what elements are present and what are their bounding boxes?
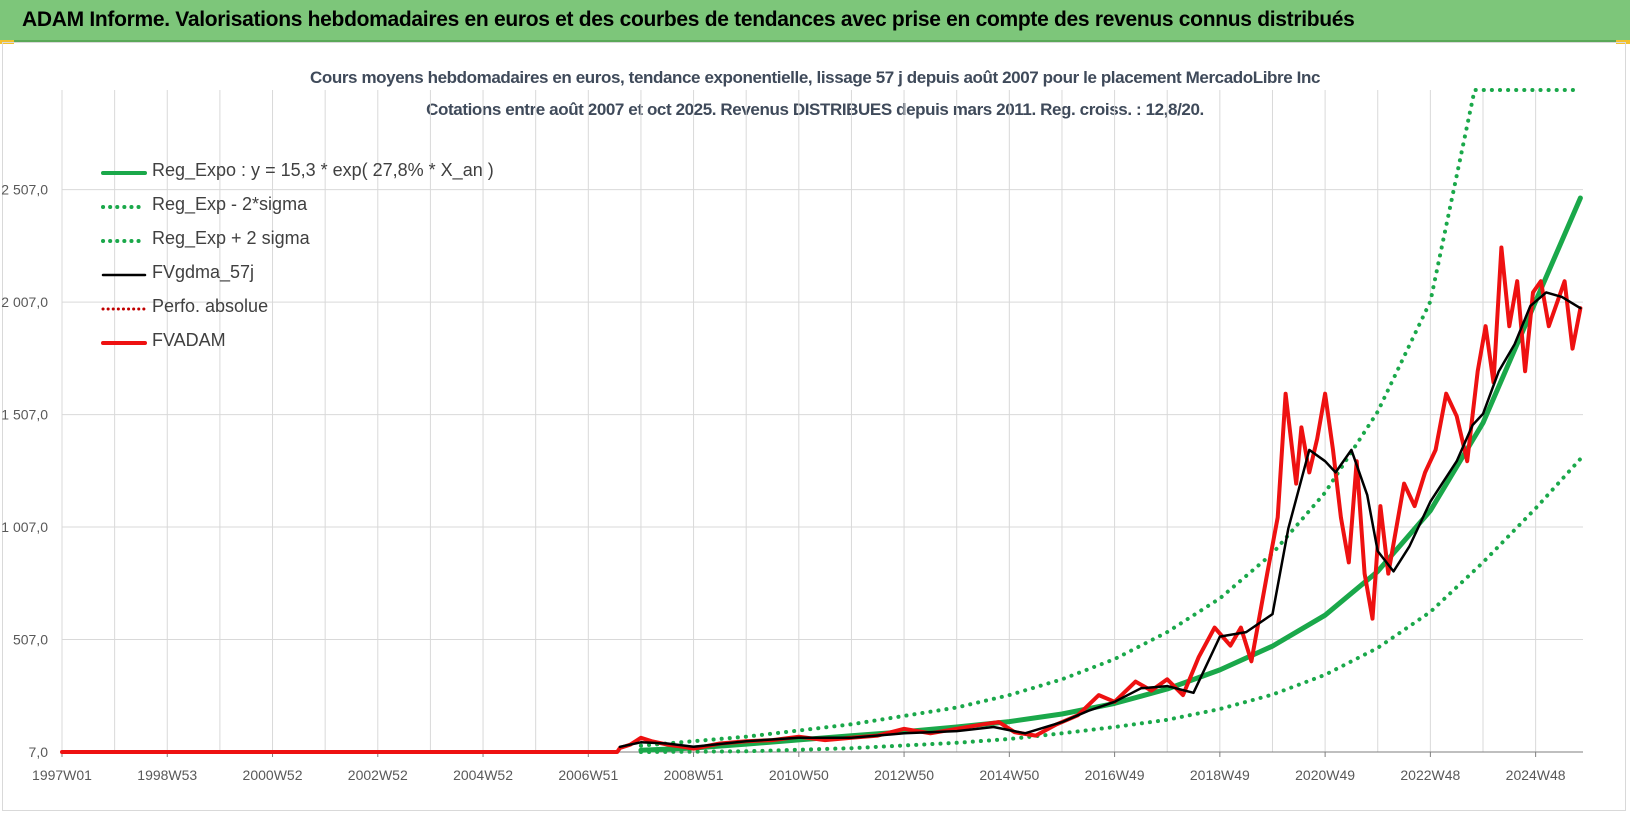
legend-swatch — [101, 239, 147, 243]
legend-swatch — [101, 341, 147, 345]
series-reg-exp-minus-2sigma — [638, 456, 1583, 754]
legend-label: Reg_Exp - 2*sigma — [152, 194, 308, 214]
x-tick-label: 1998W53 — [137, 767, 197, 783]
y-tick-label: 507,0 — [13, 632, 48, 648]
x-tick-label: 2022W48 — [1400, 767, 1460, 783]
y-tick-label: 2 507,0 — [1, 182, 48, 198]
x-tick-label: 2024W48 — [1506, 767, 1566, 783]
banner-title: ADAM Informe. Valorisations hebdomadaire… — [22, 8, 1355, 31]
legend-label: FVADAM — [152, 330, 226, 350]
x-tick-label: 1997W01 — [32, 767, 92, 783]
y-tick-label: 7,0 — [29, 744, 49, 760]
chart-title: Cours moyens hebdomadaires en euros, ten… — [310, 68, 1320, 87]
series-fvadam — [60, 245, 1583, 754]
series-fvgdma-57j — [618, 291, 1582, 749]
legend-label: Reg_Exp + 2 sigma — [152, 228, 310, 248]
legend-label: Reg_Expo : y = 15,3 * exp( 27,8% * X_an … — [152, 160, 494, 180]
x-tick-label: 2004W52 — [453, 767, 513, 783]
legend-swatch — [101, 307, 147, 311]
legend-label: FVgdma_57j — [152, 262, 255, 282]
y-tick-label: 1 007,0 — [1, 519, 48, 535]
header-banner: ADAM Informe. Valorisations hebdomadaire… — [0, 0, 1630, 42]
x-tick-label: 2014W50 — [979, 767, 1039, 783]
x-tick-label: 2020W49 — [1295, 767, 1355, 783]
x-tick-label: 2008W51 — [664, 767, 724, 783]
legend-swatch — [101, 205, 147, 209]
series-reg-exp-plus-2sigma — [638, 88, 1583, 748]
x-tick-label: 2002W52 — [348, 767, 408, 783]
chart-frame — [2, 42, 1626, 811]
legend-swatch — [101, 171, 147, 175]
legend-swatch — [101, 273, 147, 277]
x-tick-label: 2012W50 — [874, 767, 934, 783]
y-tick-label: 2 007,0 — [1, 294, 48, 310]
x-tick-label: 2000W52 — [243, 767, 303, 783]
series-reg-expo — [638, 195, 1583, 753]
y-tick-label: 1 507,0 — [1, 407, 48, 423]
x-tick-label: 2016W49 — [1085, 767, 1145, 783]
x-tick-label: 2006W51 — [558, 767, 618, 783]
x-tick-label: 2010W50 — [769, 767, 829, 783]
x-tick-label: 2018W49 — [1190, 767, 1250, 783]
legend-label: Perfo. absolue — [152, 296, 269, 316]
